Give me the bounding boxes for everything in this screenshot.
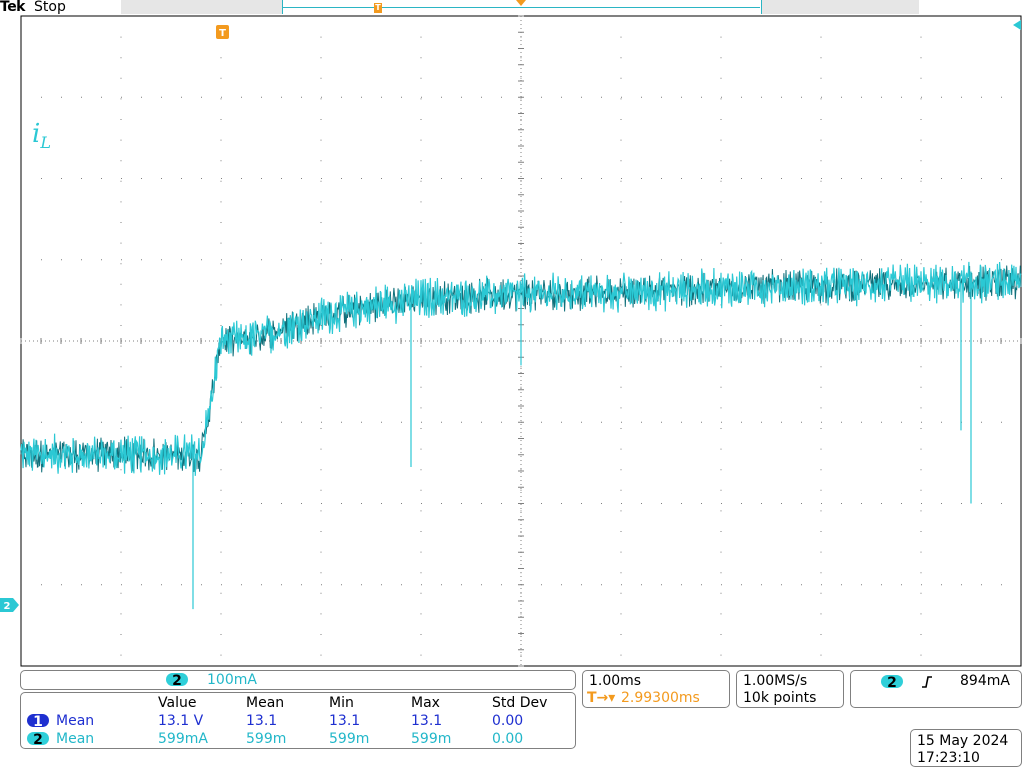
waveform-trace (20, 261, 1022, 610)
row1-std-dev: 0.00 (492, 713, 524, 729)
acquisition-panel[interactable]: 1.00MS/s 10k points (736, 670, 844, 708)
row2-max: 599m (411, 731, 452, 747)
horizontal-position-icon: T→▾ (587, 690, 616, 706)
trigger-position-glyph: T (219, 28, 226, 39)
top-status-bar: Tek Stop T (0, 0, 1024, 16)
timebase-panel[interactable]: 1.00ms T→▾ 2.99300ms (582, 670, 730, 708)
col-header-std-dev: Std Dev (492, 695, 548, 711)
channel2-ground-glyph: 2 (4, 601, 11, 612)
sample-rate: 1.00MS/s (743, 673, 808, 689)
horizontal-scale: 1.00ms (589, 673, 642, 689)
date: 15 May 2024 (917, 733, 1009, 749)
row1-value: 13.1 V (158, 713, 204, 729)
row1-channel-badge: 1 (27, 714, 49, 730)
col-header-min: Min (329, 695, 354, 711)
record-position-icon (516, 0, 526, 6)
record-view-line (282, 7, 760, 8)
channel2-scale-value: 100mA (207, 672, 257, 688)
col-header-mean: Mean (246, 695, 285, 711)
channel2-ground-marker[interactable]: 2 (0, 598, 19, 612)
record-trigger-icon: T (374, 3, 382, 13)
rising-edge-icon (922, 676, 932, 688)
row2-label: Mean (56, 731, 95, 747)
waveform-label: iL (32, 119, 51, 152)
row2-mean: 599m (246, 731, 287, 747)
waveform-label-sub: L (39, 133, 51, 152)
trigger-level: 894mA (960, 673, 1010, 689)
run-state[interactable]: Stop (34, 0, 66, 15)
trigger-position-marker[interactable]: T (216, 25, 229, 39)
waveform-line (20, 261, 1022, 476)
time: 17:23:10 (917, 750, 980, 766)
row2-std-dev: 0.00 (492, 731, 524, 747)
row1-min: 13.1 (329, 713, 361, 729)
channel2-badge: 2 (166, 673, 188, 689)
datetime-panel: 15 May 2024 17:23:10 (910, 729, 1022, 767)
row2-channel-badge: 2 (27, 732, 49, 748)
trigger-panel[interactable]: 2 894mA (850, 670, 1022, 708)
trigger-source-badge: 2 (881, 675, 903, 691)
brand-logo: Tek (0, 0, 26, 15)
horizontal-position: 2.99300ms (621, 690, 700, 706)
channel-scale-panel[interactable]: 2 100mA (20, 670, 576, 690)
record-length: 10k points (743, 690, 817, 706)
col-header-value: Value (158, 695, 197, 711)
col-header-max: Max (411, 695, 440, 711)
row2-min: 599m (329, 731, 370, 747)
row1-max: 13.1 (411, 713, 443, 729)
measurement-table[interactable]: Value Mean Min Max Std Dev 1 Mean 13.1 V… (20, 692, 576, 749)
row2-value: 599mA (158, 731, 208, 747)
row1-label: Mean (56, 713, 95, 729)
waveform-label-main: i (32, 119, 40, 149)
row1-mean: 13.1 (246, 713, 278, 729)
trigger-level-icon[interactable] (1013, 20, 1021, 30)
